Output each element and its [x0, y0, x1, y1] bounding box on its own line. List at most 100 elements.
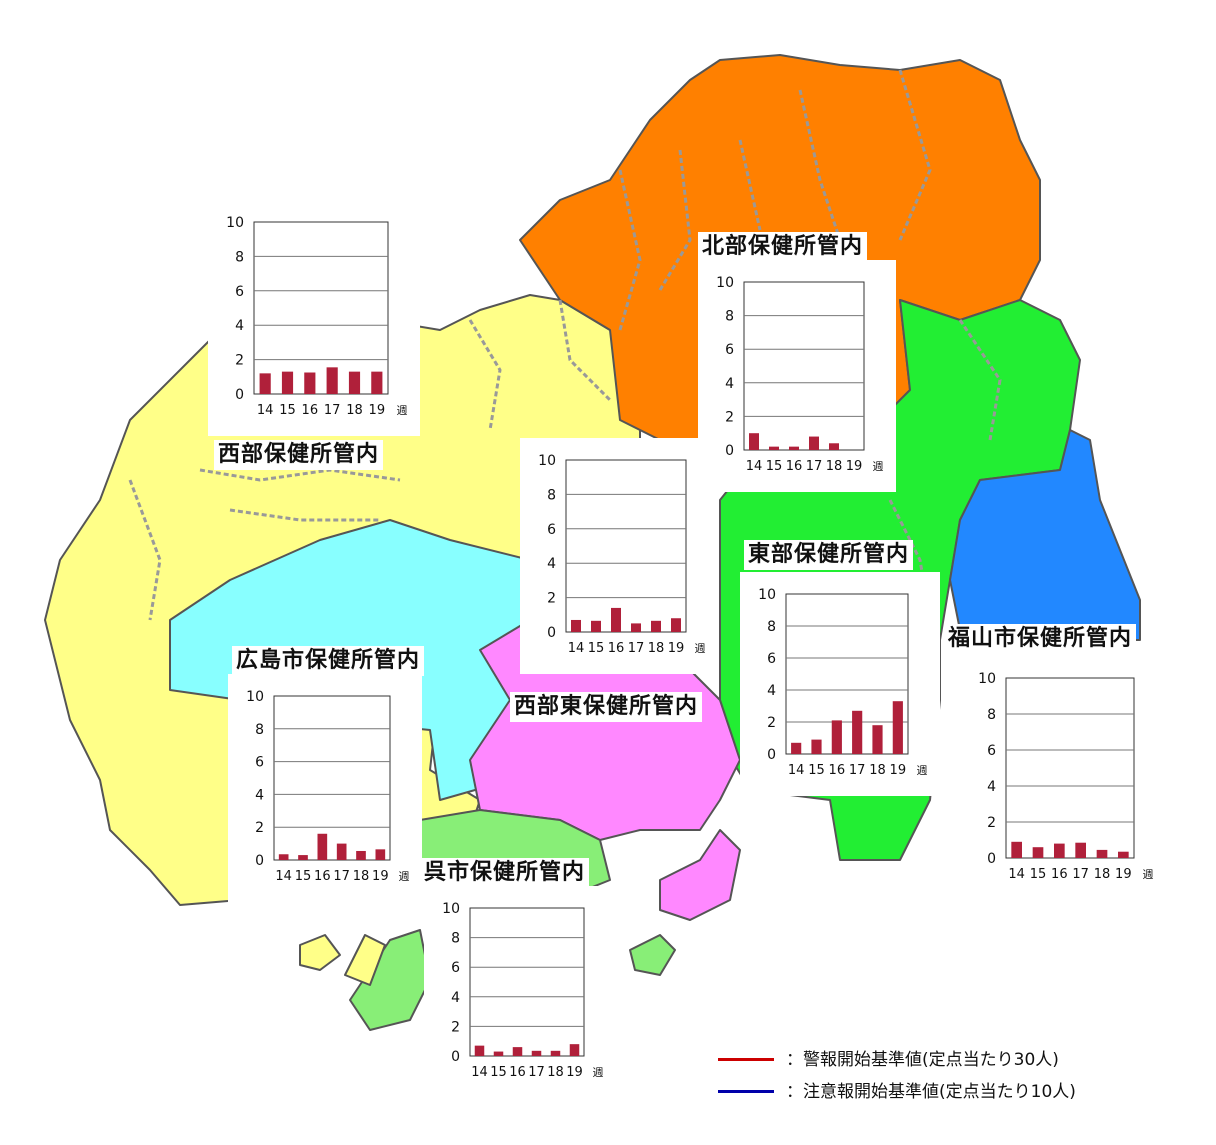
bar: [1075, 842, 1086, 858]
region-label-north: 北部保健所管内: [698, 232, 868, 262]
map-island-kure-2: [629, 934, 676, 976]
chart-panel-east: 0 2 4 6 8 10 14 15 16 17 18 19 週: [740, 572, 940, 796]
x-tick-label: 14: [257, 403, 274, 418]
y-tick-label: 4: [987, 779, 996, 795]
legend-item-alarm: ：警報開始基準値(定点当たり30人): [716, 1046, 1196, 1074]
plot-area: [565, 459, 687, 633]
y-tick-label: 6: [255, 755, 264, 771]
y-tick-label: 8: [451, 931, 460, 947]
x-tick-label: 19: [372, 869, 389, 884]
x-tick-label: 17: [333, 869, 350, 884]
x-tick-label: 19: [890, 763, 907, 778]
bar: [829, 443, 839, 450]
x-tick-label: 18: [648, 641, 665, 656]
bar: [1054, 843, 1065, 858]
y-tick-label: 10: [442, 901, 460, 917]
bar: [769, 446, 779, 450]
bar: [789, 446, 799, 450]
map-island-west-east: [659, 829, 741, 921]
x-tick-label: 16: [786, 459, 803, 474]
y-tick-label: 8: [725, 309, 734, 325]
x-tick-label: 17: [628, 641, 645, 656]
map-island-west-2: [344, 934, 386, 986]
chart-panel-north: 0 2 4 6 8 10 14 15 16 17 18 19 週: [698, 260, 896, 492]
y-tick-label: 0: [987, 851, 996, 867]
bar: [512, 1047, 523, 1056]
y-tick-label: 8: [987, 707, 996, 723]
x-tick-label: 14: [471, 1065, 488, 1080]
y-tick-label: 0: [451, 1049, 460, 1065]
legend-item-warning: ：注意報開始基準値(定点当たり10人): [716, 1078, 1196, 1106]
y-tick-label: 6: [725, 342, 734, 358]
y-tick-label: 2: [987, 815, 996, 831]
y-tick-label: 10: [246, 689, 264, 705]
x-tick-label: 14: [746, 459, 763, 474]
y-tick-label: 2: [255, 820, 264, 836]
x-tick-label: 17: [528, 1065, 545, 1080]
x-tick-label: 16: [608, 641, 625, 656]
x-tick-label: 16: [509, 1065, 526, 1080]
x-tick-label: 14: [1008, 867, 1025, 882]
x-tick-label: 19: [846, 459, 863, 474]
x-unit-label: 週: [917, 764, 928, 777]
region-label-kure: 呉市保健所管内: [420, 858, 590, 888]
y-tick-label: 10: [758, 587, 776, 603]
bar: [811, 739, 822, 754]
map-island-west-1: [299, 934, 341, 971]
x-tick-label: 14: [788, 763, 805, 778]
y-tick-label: 0: [547, 625, 556, 641]
x-tick-label: 19: [369, 403, 386, 418]
x-tick-label: 19: [1115, 867, 1132, 882]
y-tick-label: 0: [767, 747, 776, 763]
x-tick-label: 16: [302, 403, 319, 418]
x-tick-label: 17: [806, 459, 823, 474]
legend: ：警報開始基準値(定点当たり30人) ：注意報開始基準値(定点当たり10人): [716, 1046, 1196, 1116]
x-unit-label: 週: [397, 404, 408, 417]
bar: [550, 1050, 561, 1056]
y-tick-label: 10: [226, 215, 244, 231]
x-tick-label: 14: [275, 869, 292, 884]
bar: [336, 843, 347, 860]
x-tick-label: 19: [566, 1065, 583, 1080]
bar: [892, 701, 903, 754]
x-tick-label: 18: [869, 763, 886, 778]
x-tick-label: 18: [353, 869, 370, 884]
x-unit-label: 週: [873, 460, 884, 473]
x-unit-label: 週: [1143, 868, 1154, 881]
y-tick-label: 8: [547, 487, 556, 503]
y-tick-label: 4: [547, 556, 556, 572]
bar: [749, 433, 759, 450]
legend-text-alarm: ：警報開始基準値(定点当たり30人): [786, 1050, 1059, 1070]
y-tick-label: 2: [725, 409, 734, 425]
y-tick-label: 0: [725, 443, 734, 459]
bar: [304, 372, 316, 394]
y-tick-label: 10: [716, 275, 734, 291]
x-tick-label: 18: [346, 403, 363, 418]
x-tick-label: 15: [766, 459, 783, 474]
bar: [317, 833, 328, 860]
y-tick-label: 4: [451, 990, 460, 1006]
region-label-east: 東部保健所管内: [744, 540, 914, 570]
y-tick-label: 2: [547, 591, 556, 607]
chart-panel-fukuyama: 0 2 4 6 8 10 14 15 16 17 18 19 週: [960, 656, 1166, 900]
bar: [809, 436, 819, 450]
legend-line-blue: [718, 1090, 774, 1093]
x-tick-label: 16: [314, 869, 331, 884]
y-tick-label: 2: [235, 353, 244, 369]
bar: [259, 373, 271, 394]
x-unit-label: 週: [399, 870, 410, 883]
region-label-west-east: 西部東保健所管内: [510, 692, 703, 722]
x-tick-label: 15: [588, 641, 605, 656]
bar: [493, 1051, 504, 1056]
legend-text-warning: ：注意報開始基準値(定点当たり10人): [786, 1082, 1076, 1102]
bar: [631, 623, 641, 632]
bar: [1118, 851, 1129, 858]
legend-line-red: [718, 1058, 774, 1061]
y-tick-label: 6: [235, 284, 244, 300]
bar: [348, 371, 361, 394]
region-label-hiroshima-city: 広島市保健所管内: [232, 646, 425, 676]
bar: [281, 371, 294, 394]
